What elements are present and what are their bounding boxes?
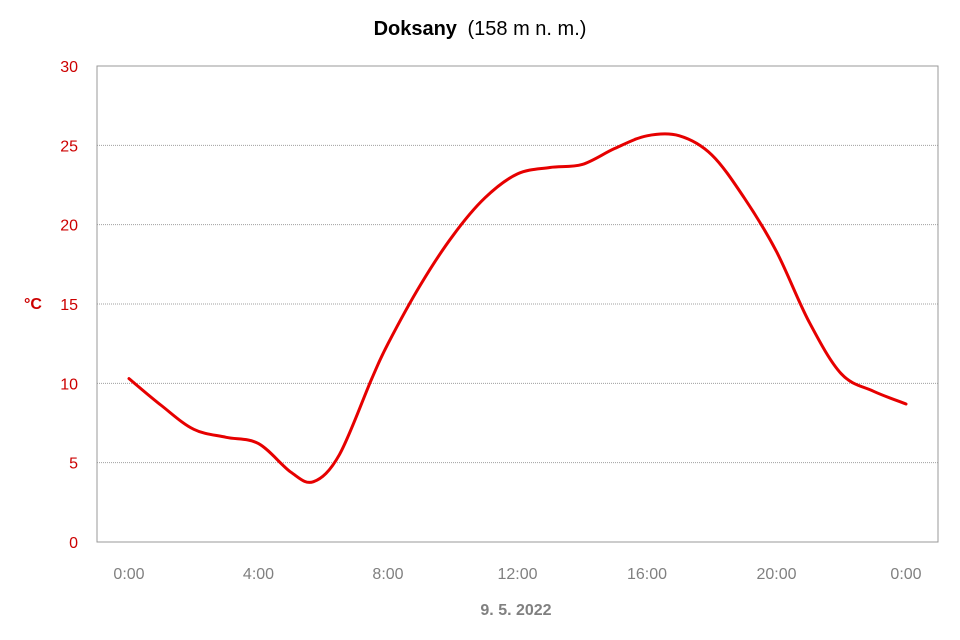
- x-tick-label: 8:00: [372, 566, 403, 583]
- grid-lines: [97, 144, 938, 464]
- x-tick-label: 0:00: [113, 566, 144, 583]
- y-tick-label: 0: [69, 535, 78, 552]
- chart-title: Doksany (158 m n. m.): [374, 18, 587, 40]
- y-tick-label: 10: [60, 376, 78, 393]
- x-tick-label: 20:00: [756, 566, 796, 583]
- y-tick-label: 25: [60, 138, 78, 155]
- y-axis-label: °C: [24, 296, 42, 313]
- x-axis-ticks: 0:00 4:00 8:00 12:00 16:00 20:00 0:00: [113, 566, 921, 583]
- x-tick-label: 16:00: [627, 566, 667, 583]
- chart-title-altitude: (158 m n. m.): [468, 18, 587, 40]
- x-tick-label: 4:00: [243, 566, 274, 583]
- y-tick-label: 15: [60, 297, 78, 314]
- x-tick-label: 0:00: [890, 566, 921, 583]
- x-axis-label: 9. 5. 2022: [480, 602, 551, 619]
- chart-title-station: Doksany: [374, 18, 458, 40]
- x-tick-label: 12:00: [497, 566, 537, 583]
- y-tick-label: 20: [60, 218, 78, 235]
- y-tick-label: 5: [69, 456, 78, 473]
- y-tick-label: 30: [60, 59, 78, 76]
- y-axis-ticks: 0 5 10 15 20 25 30: [60, 59, 78, 552]
- temperature-series-line: [127, 132, 908, 484]
- plot-frame: [96, 65, 939, 543]
